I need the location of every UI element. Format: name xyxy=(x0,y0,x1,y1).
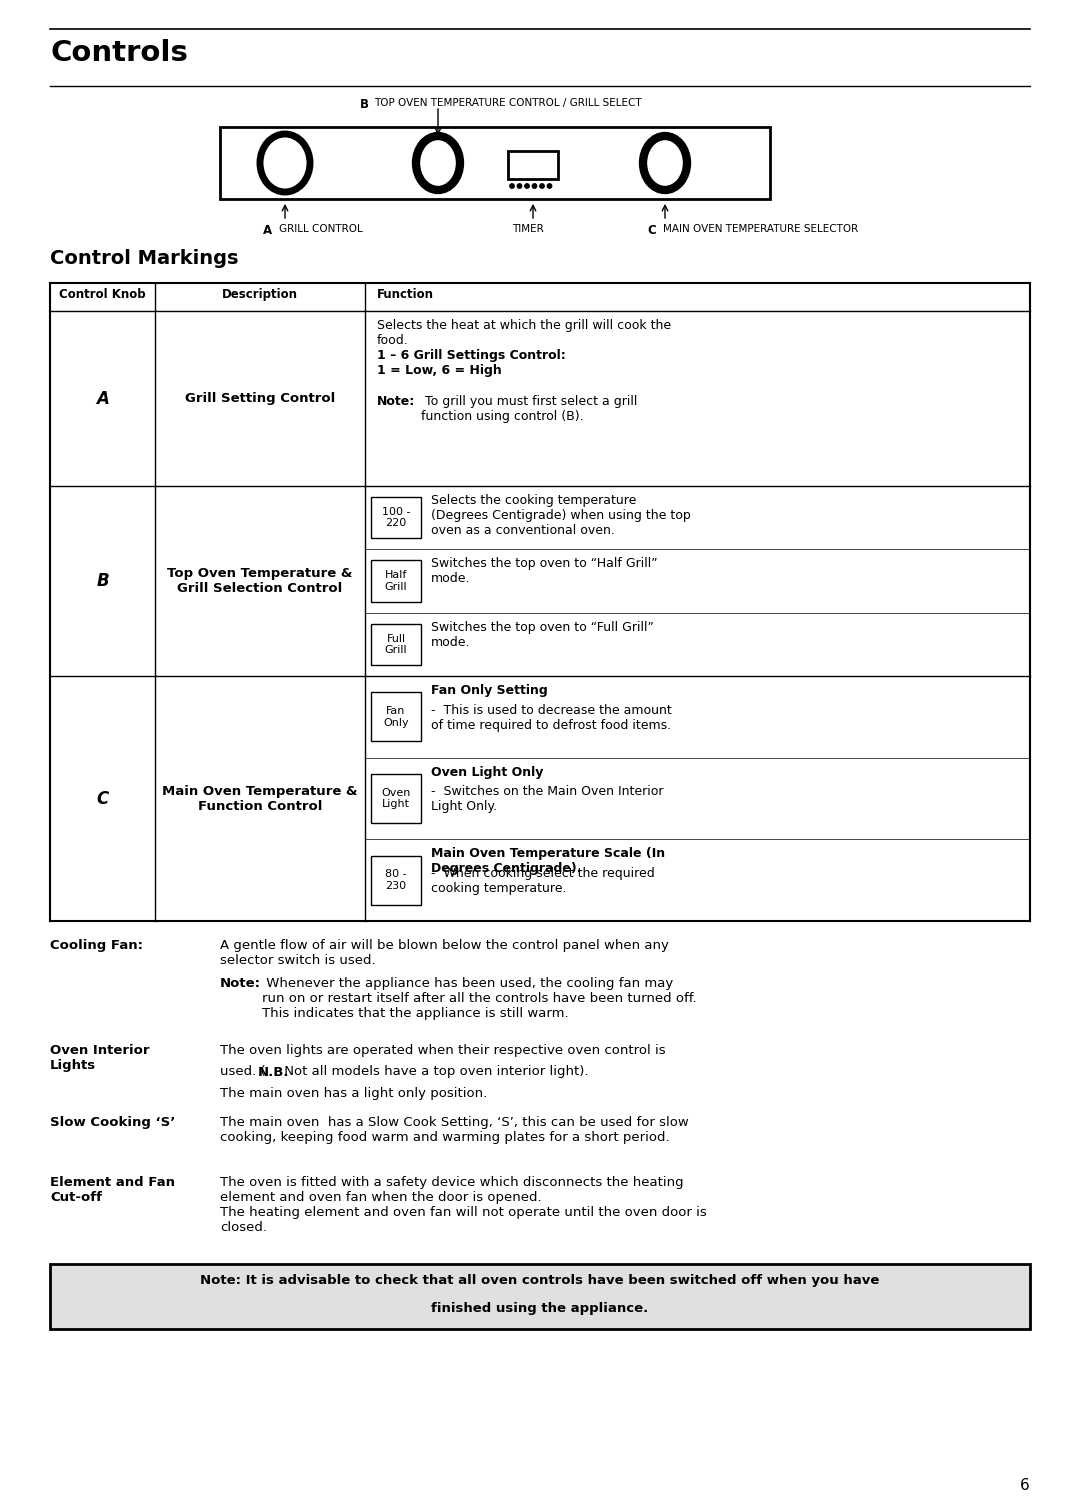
Text: Function: Function xyxy=(377,289,434,301)
Ellipse shape xyxy=(416,136,460,190)
Bar xyxy=(372,692,421,742)
Ellipse shape xyxy=(260,134,310,192)
Text: C: C xyxy=(96,790,109,807)
Text: Not all models have a top oven interior light).: Not all models have a top oven interior … xyxy=(280,1065,589,1079)
Text: 1 – 6 Grill Settings Control:
1 = Low, 6 = High: 1 – 6 Grill Settings Control: 1 = Low, 6… xyxy=(377,349,566,378)
Bar xyxy=(372,855,421,905)
Circle shape xyxy=(532,184,537,189)
Text: Cooling Fan:: Cooling Fan: xyxy=(50,938,143,952)
Bar xyxy=(372,497,421,538)
Text: Description: Description xyxy=(222,289,298,301)
Text: Selects the cooking temperature
(Degrees Centigrade) when using the top
oven as : Selects the cooking temperature (Degrees… xyxy=(431,494,691,536)
Text: Main Oven Temperature Scale (In
Degrees Centigrade).: Main Oven Temperature Scale (In Degrees … xyxy=(431,848,665,875)
Text: TOP OVEN TEMPERATURE CONTROL / GRILL SELECT: TOP OVEN TEMPERATURE CONTROL / GRILL SEL… xyxy=(374,98,642,107)
Circle shape xyxy=(517,184,522,189)
Text: The main oven  has a Slow Cook Setting, ‘S’, this can be used for slow
cooking, : The main oven has a Slow Cook Setting, ‘… xyxy=(220,1117,689,1144)
Text: Whenever the appliance has been used, the cooling fan may
run on or restart itse: Whenever the appliance has been used, th… xyxy=(262,978,697,1020)
Bar xyxy=(220,127,770,199)
Text: MAIN OVEN TEMPERATURE SELECTOR: MAIN OVEN TEMPERATURE SELECTOR xyxy=(663,224,859,234)
Text: 6: 6 xyxy=(1021,1478,1030,1493)
Text: Element and Fan
Cut-off: Element and Fan Cut-off xyxy=(50,1176,175,1204)
Text: 80 -
230: 80 - 230 xyxy=(386,869,407,891)
Text: A gentle flow of air will be blown below the control panel when any
selector swi: A gentle flow of air will be blown below… xyxy=(220,938,669,967)
Text: Controls: Controls xyxy=(50,39,188,66)
Text: Slow Cooking ‘S’: Slow Cooking ‘S’ xyxy=(50,1117,175,1129)
Text: Note:: Note: xyxy=(220,978,261,990)
Text: finished using the appliance.: finished using the appliance. xyxy=(431,1302,649,1315)
Text: Oven Interior
Lights: Oven Interior Lights xyxy=(50,1044,149,1071)
Text: Full
Grill: Full Grill xyxy=(384,633,407,656)
Text: Main Oven Temperature &
Function Control: Main Oven Temperature & Function Control xyxy=(162,784,357,813)
Text: A: A xyxy=(264,224,272,237)
Text: B: B xyxy=(360,98,369,110)
Text: used. (: used. ( xyxy=(220,1065,266,1079)
Text: To grill you must first select a grill
function using control (B).: To grill you must first select a grill f… xyxy=(421,394,637,423)
Text: Switches the top oven to “Full Grill”
mode.: Switches the top oven to “Full Grill” mo… xyxy=(431,621,653,648)
Text: TIMER: TIMER xyxy=(512,224,543,234)
Circle shape xyxy=(510,184,514,189)
Text: -  When cooking select the required
cooking temperature.: - When cooking select the required cooki… xyxy=(431,867,654,895)
Text: Oven
Light: Oven Light xyxy=(381,787,410,810)
Circle shape xyxy=(540,184,544,189)
Text: Top Oven Temperature &
Grill Selection Control: Top Oven Temperature & Grill Selection C… xyxy=(167,567,353,595)
Text: Grill Setting Control: Grill Setting Control xyxy=(185,391,335,405)
Text: -  Switches on the Main Oven Interior
Light Only.: - Switches on the Main Oven Interior Lig… xyxy=(431,786,663,813)
Text: Selects the heat at which the grill will cook the
food.: Selects the heat at which the grill will… xyxy=(377,319,671,348)
Circle shape xyxy=(525,184,529,189)
Text: Fan
Only: Fan Only xyxy=(383,706,409,728)
Text: Note:: Note: xyxy=(377,394,415,408)
Circle shape xyxy=(548,184,552,189)
Text: A: A xyxy=(96,390,109,408)
Text: -  This is used to decrease the amount
of time required to defrost food items.: - This is used to decrease the amount of… xyxy=(431,704,672,731)
Bar xyxy=(372,624,421,665)
Bar xyxy=(372,774,421,823)
Bar xyxy=(508,151,558,178)
Text: Oven Light Only: Oven Light Only xyxy=(431,766,543,778)
Bar xyxy=(50,1265,1030,1330)
Text: Switches the top oven to “Half Grill”
mode.: Switches the top oven to “Half Grill” mo… xyxy=(431,558,658,585)
Bar xyxy=(372,561,421,601)
Text: The oven lights are operated when their respective oven control is: The oven lights are operated when their … xyxy=(220,1044,665,1058)
Text: B: B xyxy=(96,573,109,589)
Text: GRILL CONTROL: GRILL CONTROL xyxy=(279,224,363,234)
Text: Control Markings: Control Markings xyxy=(50,249,239,267)
Text: C: C xyxy=(647,224,656,237)
Text: N.B.: N.B. xyxy=(258,1065,289,1079)
Text: The oven is fitted with a safety device which disconnects the heating
element an: The oven is fitted with a safety device … xyxy=(220,1176,706,1234)
Text: 100 -
220: 100 - 220 xyxy=(381,506,410,529)
Ellipse shape xyxy=(643,136,687,190)
Text: Note: It is advisable to check that all oven controls have been switched off whe: Note: It is advisable to check that all … xyxy=(200,1274,880,1287)
Text: Fan Only Setting: Fan Only Setting xyxy=(431,684,548,697)
Text: Half
Grill: Half Grill xyxy=(384,570,407,592)
Text: Control Knob: Control Knob xyxy=(59,289,146,301)
Text: The main oven has a light only position.: The main oven has a light only position. xyxy=(220,1086,487,1100)
